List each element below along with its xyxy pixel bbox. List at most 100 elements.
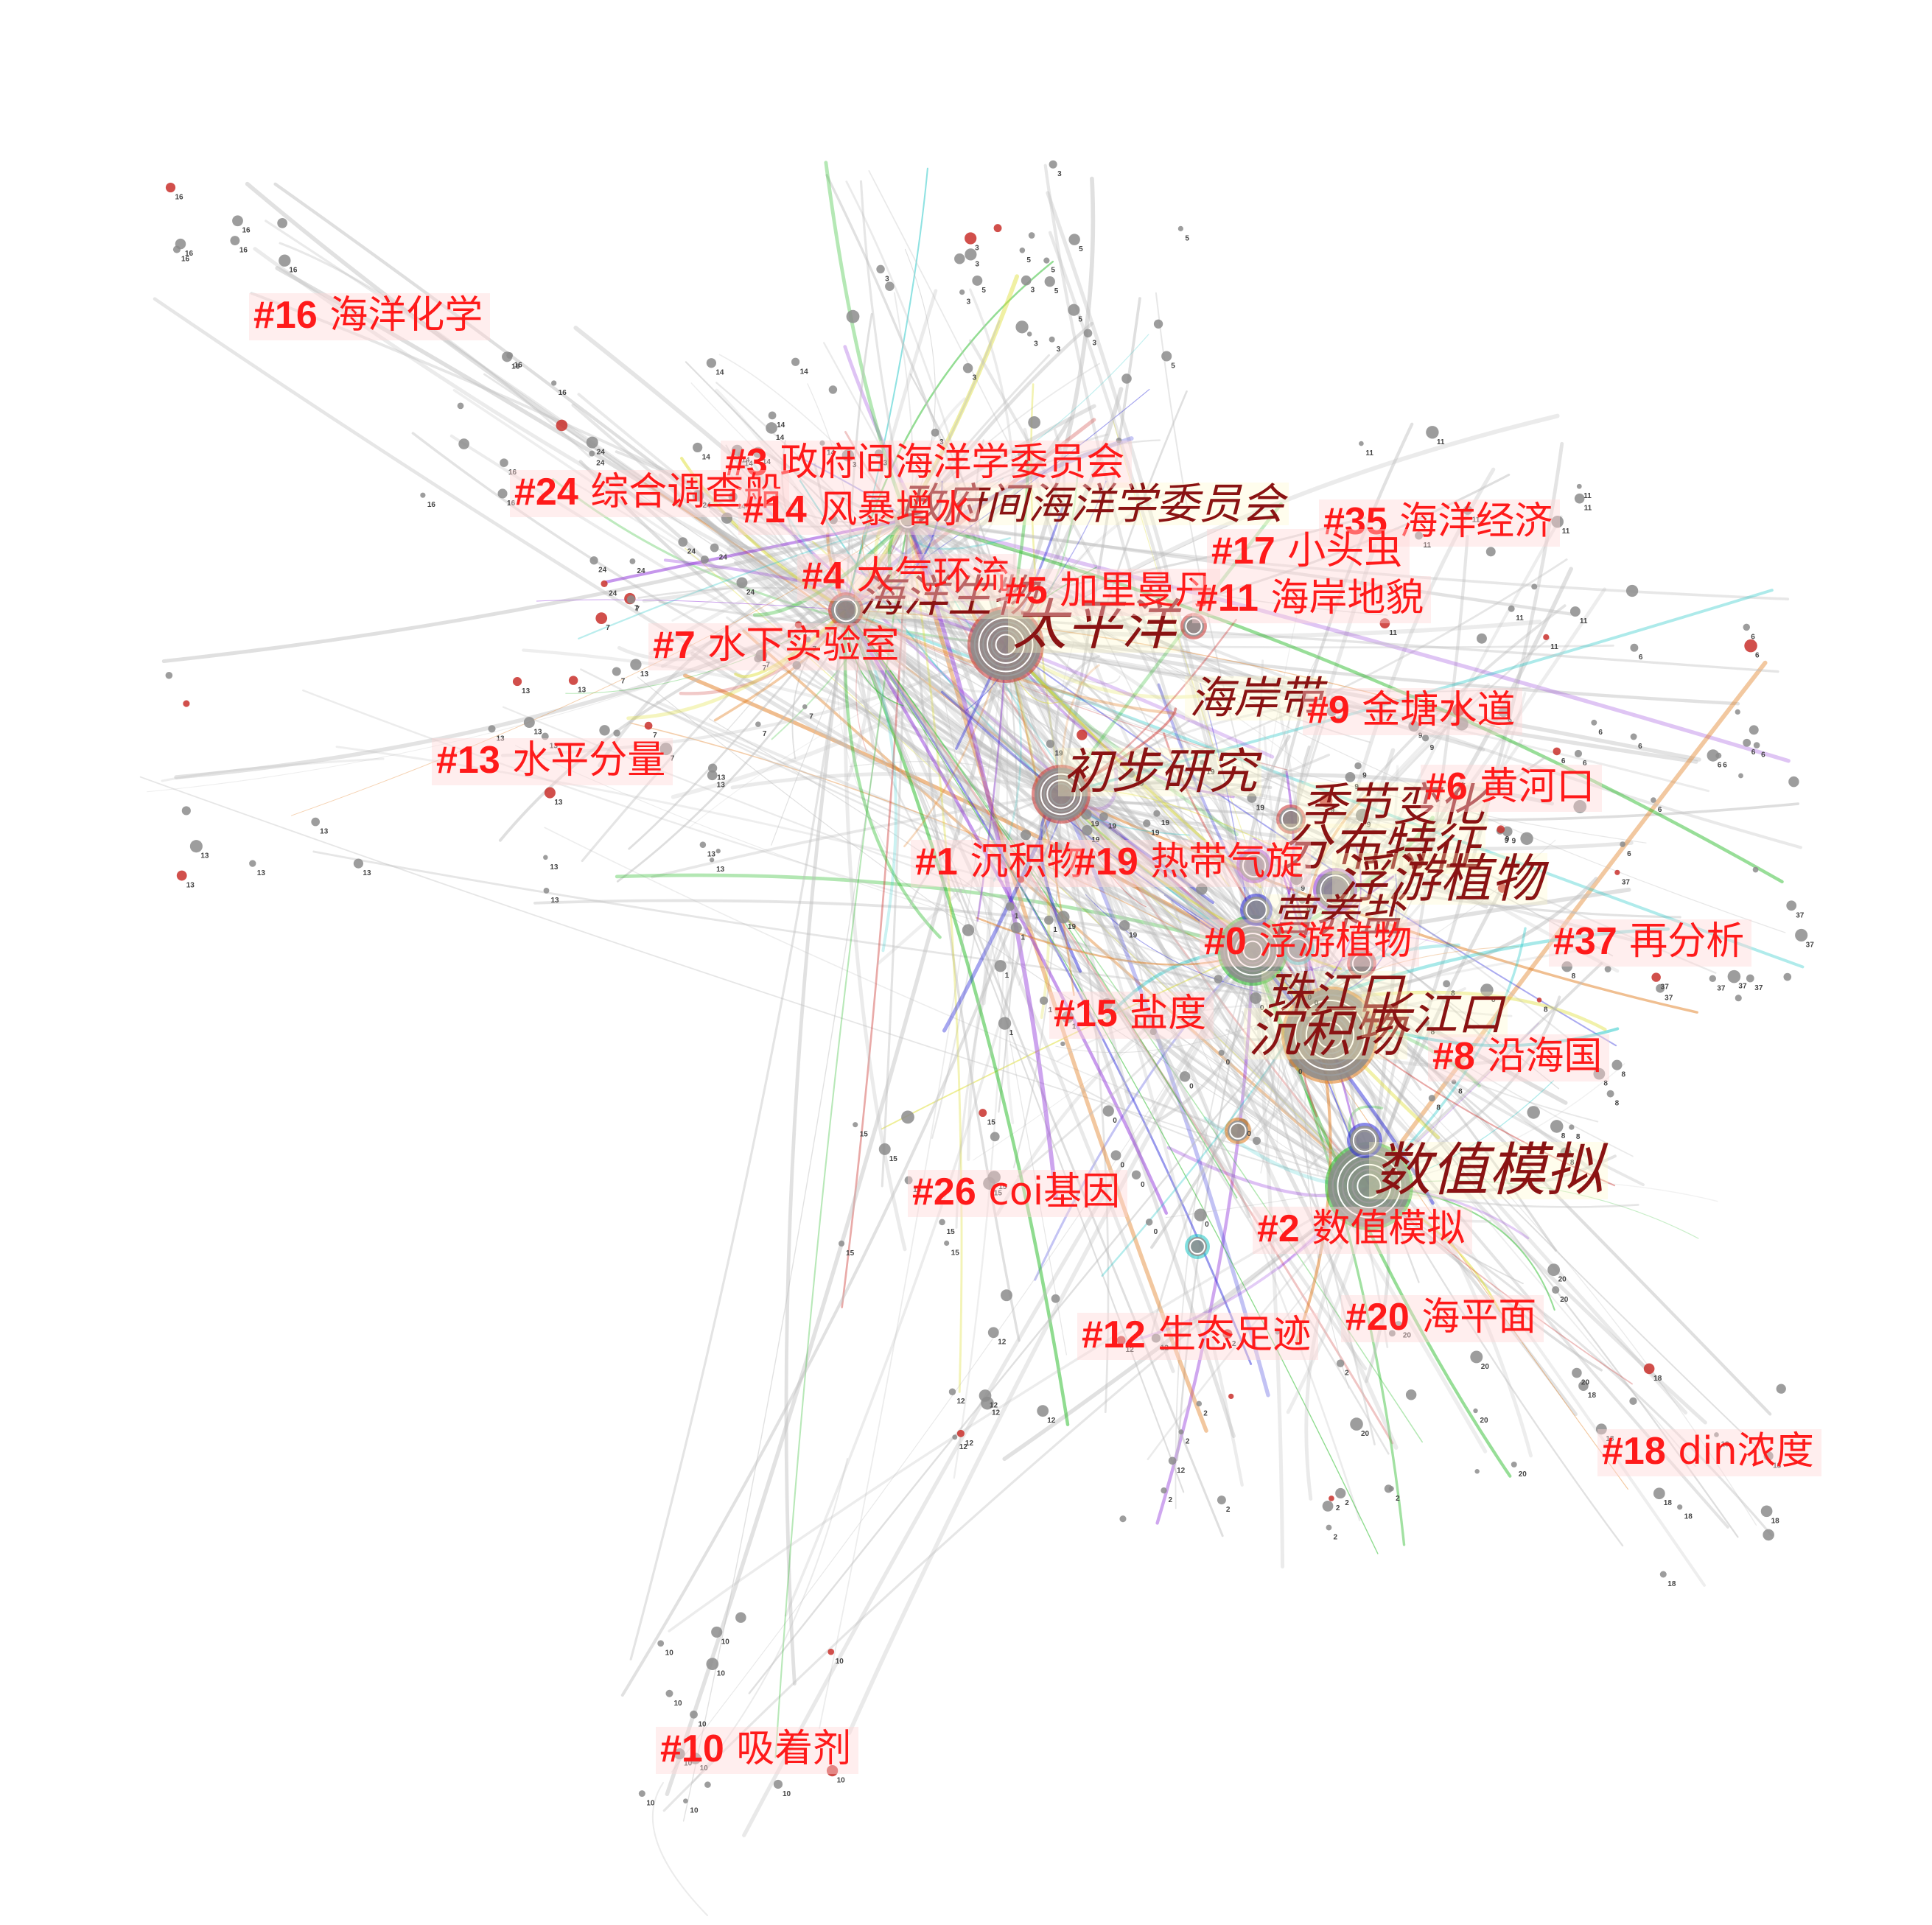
- network-edge: [906, 518, 963, 1393]
- network-node: [1161, 1487, 1167, 1494]
- network-node: [1572, 1367, 1582, 1378]
- cluster-id-tick: 19: [1206, 768, 1215, 776]
- network-node: [644, 721, 653, 730]
- network-node: [1018, 451, 1023, 457]
- network-edge: [153, 297, 1314, 1004]
- network-edge: [615, 450, 847, 611]
- network-node: [998, 1017, 1012, 1030]
- network-edge: [1067, 842, 1312, 1003]
- cluster-id-tick: 11: [1583, 492, 1592, 500]
- cluster-id-tick: 9: [1331, 807, 1335, 815]
- network-edge: [734, 608, 848, 679]
- network-node: [952, 1434, 958, 1440]
- cluster-label-1: #1 沉积物: [911, 840, 1093, 887]
- network-node: [1359, 441, 1364, 446]
- network-node: [846, 309, 860, 323]
- network-edge: [1059, 773, 1554, 806]
- network-edge: [906, 517, 1225, 1171]
- network-edge: [844, 595, 1168, 613]
- network-edge: [844, 608, 1542, 639]
- network-node: [457, 402, 464, 410]
- cluster-id-tick: 11: [1472, 516, 1480, 525]
- cluster-id-tick: 10: [690, 1807, 699, 1815]
- node-citation-ring: [1342, 1159, 1396, 1213]
- network-node: [1783, 972, 1792, 981]
- cluster-id-tick: 5: [1185, 234, 1189, 242]
- network-node: [1127, 770, 1135, 778]
- network-node: [693, 442, 703, 453]
- network-node: [706, 358, 717, 368]
- network-edge: [1060, 793, 1110, 1414]
- network-node: [1788, 776, 1799, 788]
- cluster-id-tick: 9: [1512, 838, 1516, 846]
- network-node: [630, 659, 642, 670]
- cluster-id-tick: 19: [1256, 804, 1265, 812]
- cluster-id-tick: 0: [1141, 1181, 1145, 1189]
- network-edge: [253, 247, 848, 612]
- cluster-id-tick: 9: [1301, 885, 1306, 893]
- network-node: [1643, 1363, 1655, 1375]
- network-node: [1455, 717, 1469, 731]
- cluster-id-tick: 8: [1621, 1071, 1625, 1079]
- network-node: [987, 1171, 1001, 1184]
- cluster-id-tick: 13: [550, 897, 559, 905]
- cluster-id-tick: 37: [1806, 941, 1815, 949]
- node-citation-ring: [982, 621, 1029, 668]
- network-node: [1026, 332, 1032, 337]
- network-edge: [844, 466, 1015, 611]
- network-edge: [728, 471, 1370, 1187]
- cluster-id-tick: 9: [1505, 837, 1509, 845]
- network-edge: [291, 519, 909, 816]
- network-node: [700, 555, 709, 564]
- network-node: [878, 1143, 891, 1155]
- network-edge: [1310, 765, 1399, 1003]
- cluster-id-tick: 5: [1079, 245, 1083, 253]
- network-node: [791, 357, 800, 366]
- network-node: [1049, 160, 1057, 169]
- keyword-label-numerical-sim: 数值模拟: [1369, 1142, 1609, 1199]
- network-edge: [771, 519, 909, 846]
- network-node: [1574, 749, 1583, 758]
- network-edge: [161, 757, 385, 782]
- network-edge: [498, 609, 847, 842]
- network-edge: [906, 517, 1802, 849]
- cluster-id-tick: 0: [1113, 1117, 1117, 1125]
- network-node: [979, 1109, 987, 1118]
- network-edge: [906, 397, 966, 522]
- network-node: [1714, 1432, 1719, 1437]
- cluster-id-tick: 0: [1226, 1059, 1231, 1067]
- network-edge: [279, 242, 591, 458]
- node-citation-ring: [1350, 952, 1373, 975]
- cluster-id-tick: 8: [1436, 1104, 1441, 1112]
- network-edge: [844, 609, 961, 902]
- network-node: [1569, 606, 1581, 617]
- network-node: [965, 232, 977, 245]
- network-edge: [1250, 887, 1631, 953]
- network-node: [1630, 733, 1637, 740]
- network-edge: [637, 676, 1370, 1187]
- keyword-label-yangtze-estuary: 长江口: [1362, 992, 1508, 1037]
- cluster-id-tick: 12: [1177, 1467, 1186, 1475]
- cluster-id-tick: 15: [860, 1131, 869, 1139]
- network-edge: [1251, 949, 1376, 1446]
- network-edge: [1004, 793, 1063, 1125]
- network-edge: [1004, 643, 1710, 793]
- network-node: [965, 248, 977, 261]
- cluster-id-tick: 8: [1431, 1028, 1435, 1037]
- cluster-id-tick: 1: [1005, 972, 1009, 980]
- network-node: [752, 446, 764, 458]
- network-node: [1498, 706, 1509, 718]
- network-edge: [682, 519, 909, 1822]
- cluster-id-tick: 18: [1664, 1499, 1673, 1507]
- cluster-label-4: #4 大气环流: [797, 554, 1018, 601]
- network-edge: [1311, 846, 1362, 1003]
- network-edge: [665, 642, 1008, 1797]
- network-edge: [1303, 792, 1371, 1003]
- network-node: [690, 1710, 698, 1719]
- network-edge: [1309, 990, 1607, 1031]
- network-node: [1735, 709, 1740, 715]
- network-edge: [906, 517, 1236, 1438]
- network-edge: [688, 644, 1007, 829]
- network-node: [1214, 975, 1223, 983]
- network-node: [754, 654, 762, 663]
